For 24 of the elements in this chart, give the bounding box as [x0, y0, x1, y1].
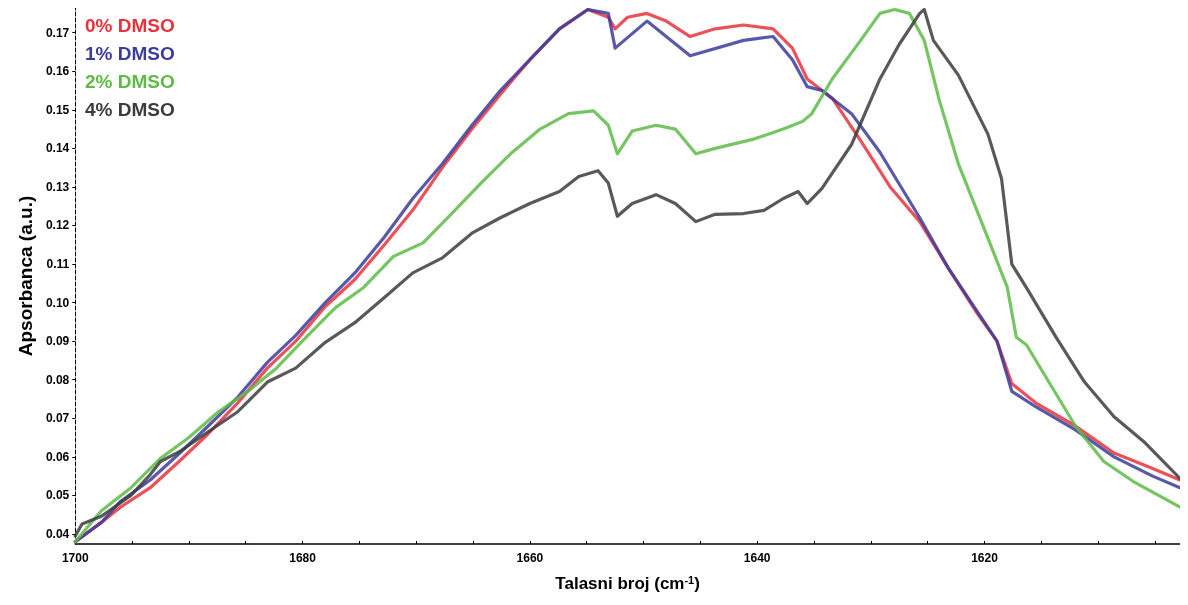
y-tick-label: 0.11	[46, 257, 70, 272]
y-axis-title: Apsorbanca (a.u.)	[15, 195, 36, 357]
x-tick-label: 1660	[516, 551, 544, 565]
x-tick-label: 1700	[61, 551, 89, 565]
y-tick-label: 0.16	[45, 64, 70, 79]
y-tick-label: 0.17	[45, 25, 70, 40]
y-tick-label: 0.12	[45, 218, 70, 233]
x-tick-label: 1620	[971, 551, 999, 565]
y-tick-label: 0.07	[45, 411, 70, 426]
x-tick-label: 1680	[289, 551, 317, 565]
y-tick-label: 0.14	[45, 141, 70, 156]
y-tick-label: 0.08	[45, 372, 70, 387]
text: 4% DMSO	[85, 99, 175, 120]
text: 2% DMSO	[85, 71, 175, 92]
y-tick-label: 0.15	[45, 102, 70, 117]
y-tick-label: 0.05	[45, 488, 70, 503]
text: 1% DMSO	[85, 43, 175, 64]
y-tick-label: 0.09	[45, 334, 70, 349]
y-tick-label: 0.10	[45, 295, 70, 310]
text: 0% DMSO	[85, 15, 175, 36]
y-tick-label: 0.06	[45, 449, 70, 464]
x-tick-label: 1640	[743, 551, 771, 565]
y-tick-label: 0.04	[45, 526, 70, 541]
y-tick-label: 0.13	[45, 179, 70, 194]
